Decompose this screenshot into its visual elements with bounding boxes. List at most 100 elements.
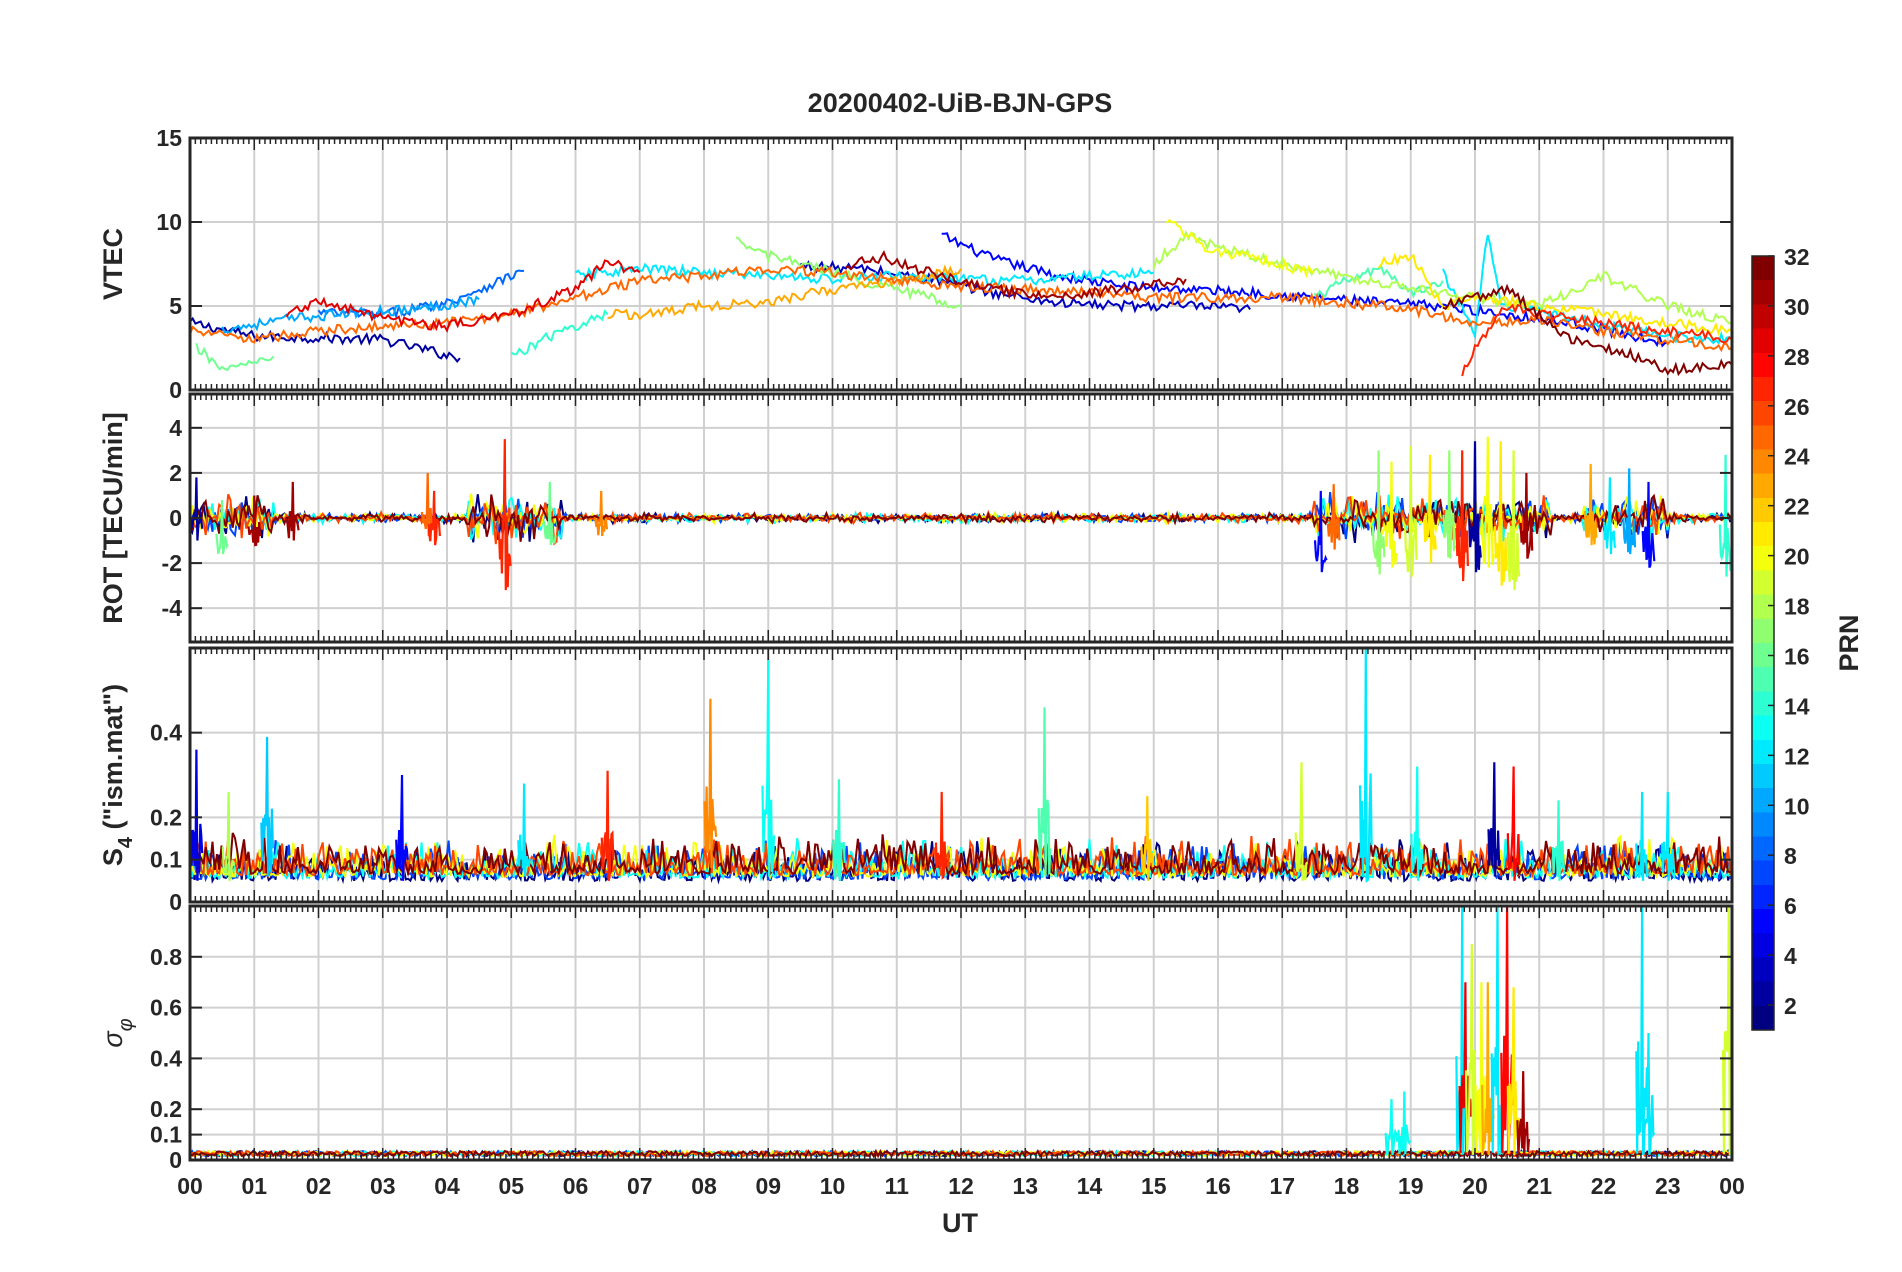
y-tick-label: 0.2 [150,1096,182,1122]
colorbar-tick-label: 2 [1784,993,1797,1019]
x-tick-label: 08 [691,1173,717,1199]
spike-prn-12 [1660,791,1675,881]
panel-vtec: 0 5 10 15 VTEC [98,125,1734,403]
x-tick-label: 11 [885,1173,910,1199]
vtec-series-prn-32 [1442,283,1732,377]
spike-prn-27 [1455,450,1469,582]
y-tick-label: 0.1 [150,847,182,873]
minor-ticks-vtec [189,138,1733,390]
y-tick-label: 0 [169,505,182,531]
colorbar-tick-label: 14 [1784,693,1810,719]
spike-prn-22 [1140,796,1155,881]
x-tick-label: 12 [948,1173,974,1199]
panel-sigma_phi: 00.10.2 0.4 0.6 0.8 σφ [98,904,1734,1173]
y-axis-label-sigma_phi: σφ [98,1018,137,1047]
colorbar-gradient [1751,255,1775,1031]
colorbar-tick-label: 10 [1784,793,1810,819]
spike-prn-19 [1506,450,1521,591]
spike-prn-27 [934,791,949,881]
vtec-series-prn-27 [1461,303,1732,377]
y-tick-label: 0.4 [150,1045,182,1071]
spike-prn-13 [761,648,776,877]
spike-prn-18 [221,791,236,882]
y-tick-label: 0.6 [150,995,182,1021]
spike-prn-13 [1397,1091,1412,1155]
spike-prn-24 [703,698,718,869]
y-tick-label: 4 [169,415,182,441]
minor-ticks-sigma_phi [189,906,1733,1160]
spike-prn-23 [1583,463,1598,546]
vtec-series-prn-8 [317,269,525,320]
vtec-series-prn-18 [1152,229,1732,325]
spike-prn-10 [1622,468,1637,555]
spike-prn-12 [517,783,531,877]
minor-ticks-rot [189,394,1733,642]
x-tick-label: 10 [820,1173,846,1199]
x-tick-label: 18 [1334,1173,1360,1199]
x-tick-label: 17 [1269,1173,1295,1199]
spike-prn-19 [1294,762,1309,881]
spike-prn-27 [600,770,615,882]
spike-prn-13 [1410,766,1425,881]
vtec-series-prn-29 [285,259,641,333]
vtec-series-prn-16 [195,343,275,372]
colorbar-tick-label: 6 [1784,893,1797,919]
y-tick-label: 0 [169,377,182,403]
colorbar-tick-label: 4 [1784,943,1797,969]
x-axis-label: UT [942,1208,978,1238]
y-axis-label-sub: 4 [115,836,137,848]
y-axis-label-main: S [98,848,128,866]
vtec-series-prn-12 [1441,234,1732,346]
spike-prn-27 [497,439,512,591]
spike-prn-17 [1371,450,1386,575]
colorbar-tick-label: 22 [1784,494,1810,520]
y-tick-label: 0.2 [150,804,182,830]
spike-prn-31 [1516,1071,1531,1155]
spike-prn-4 [190,749,204,881]
colorbar-tick-label: 32 [1784,244,1810,270]
spike-prn-27 [427,490,441,546]
y-tick-label: 0.1 [150,1122,182,1148]
spike-prn-19 [1721,906,1732,1155]
y-tick-label: -4 [162,595,183,621]
spike-prn-12 [1635,791,1649,881]
vtec-series-prn-17 [735,236,962,309]
spike-prn-20 [1474,982,1489,1155]
y-tick-label: 15 [156,125,182,151]
x-tick-label: 01 [241,1173,267,1199]
spike-prn-5 [395,774,409,881]
spike-prn-12 [1603,477,1617,555]
y-axis-label-sub: φ [115,1018,137,1031]
panel-s4: 0 0.1 0.2 0.4 S4 ("ism.mat") [98,646,1734,915]
spike-prn-5 [1641,481,1656,569]
x-tick-label: 19 [1398,1173,1424,1199]
x-tick-label: 16 [1205,1173,1231,1199]
vtec-series-prn-10 [221,295,480,335]
spike-prn-12 [1641,1032,1656,1156]
y-axis-label-rot: ROT [TECU/min] [98,412,128,623]
minor-ticks-s4 [189,648,1733,902]
chart-title: 20200402-UiB-BJN-GPS [808,88,1113,118]
y-axis-label-main: σ [98,1030,128,1048]
spike-prn-14 [1551,800,1566,881]
x-tick-label: 00 [1719,1173,1745,1199]
spike-prn-13 [1384,1098,1399,1157]
spike-prn-2 [1468,441,1482,573]
x-tick-label: 20 [1462,1173,1488,1199]
spike-prn-20 [1384,461,1399,568]
colorbar-tick-label: 20 [1784,544,1810,570]
background-trace [190,835,1732,879]
x-tick-label: 05 [498,1173,524,1199]
vtec-series-prn-21 [1377,252,1732,337]
y-axis-label-rest: ("ism.mat") [98,684,128,837]
vtec-series-prn-20 [1165,218,1315,279]
spike-prn-31 [1519,472,1534,559]
series-s4 [190,648,1732,885]
x-tick-label: 22 [1591,1173,1617,1199]
colorbar-tick-label: 26 [1784,394,1810,420]
y-tick-label: 0 [169,1147,182,1173]
colorbar-tick-label: 28 [1784,344,1810,370]
